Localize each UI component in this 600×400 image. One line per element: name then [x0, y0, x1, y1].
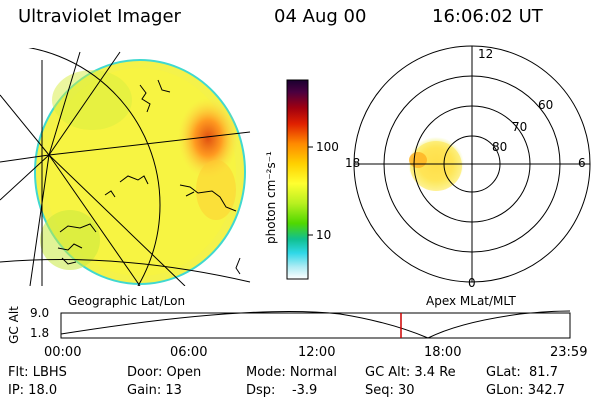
time-tick-2359: 23:59	[550, 345, 588, 360]
altitude-ytick-9: 9.0	[30, 306, 50, 320]
globe-caption: Geographic Lat/Lon	[68, 294, 186, 308]
geographic-grid	[0, 48, 251, 286]
time-tick-0600: 06:00	[170, 345, 208, 360]
mlat-label-60: 60	[538, 98, 554, 112]
uv-earth-image	[34, 59, 246, 285]
info-glat: GLat: 81.7	[486, 365, 558, 380]
info-gc-alt: GC Alt: 3.4 Re	[365, 365, 456, 380]
time-tick-0000: 00:00	[44, 345, 82, 360]
mlt-label-6: 6	[578, 156, 586, 170]
mlt-label-12: 12	[478, 47, 494, 61]
info-ip: IP: 18.0	[8, 383, 58, 398]
altitude-ylabel: GC Alt	[7, 306, 21, 344]
info-dsp: Dsp: -3.9	[246, 383, 318, 398]
colorbar-label-10: 10	[316, 228, 332, 242]
info-door: Door: Open	[127, 365, 202, 380]
mlat-label-70: 70	[512, 120, 528, 134]
altitude-ytick-1-8: 1.8	[30, 326, 50, 340]
mlat-label-80: 80	[492, 140, 508, 154]
mlt-label-18: 18	[345, 156, 361, 170]
observation-date: 04 Aug 00	[274, 6, 367, 27]
instrument-title: Ultraviolet Imager	[18, 6, 181, 27]
polar-caption: Apex MLat/MLT	[426, 294, 516, 308]
mlt-label-0: 0	[468, 276, 476, 290]
observation-time: 16:06:02 UT	[432, 6, 543, 27]
polar-plot	[353, 45, 591, 283]
colorbar-label-100: 100	[316, 140, 339, 154]
coastlines	[57, 79, 241, 275]
altitude-plot	[60, 310, 571, 339]
colorbar-unit-label: photon cm⁻²s⁻¹	[264, 151, 278, 244]
colorbar	[286, 79, 309, 280]
info-gain: Gain: 13	[127, 383, 182, 398]
time-tick-1200: 12:00	[298, 345, 336, 360]
time-tick-1800: 18:00	[424, 345, 462, 360]
info-flt: Flt: LBHS	[8, 365, 67, 380]
info-seq: Seq: 30	[365, 383, 415, 398]
info-glon: GLon: 342.7	[486, 383, 566, 398]
info-mode: Mode: Normal	[246, 365, 337, 380]
